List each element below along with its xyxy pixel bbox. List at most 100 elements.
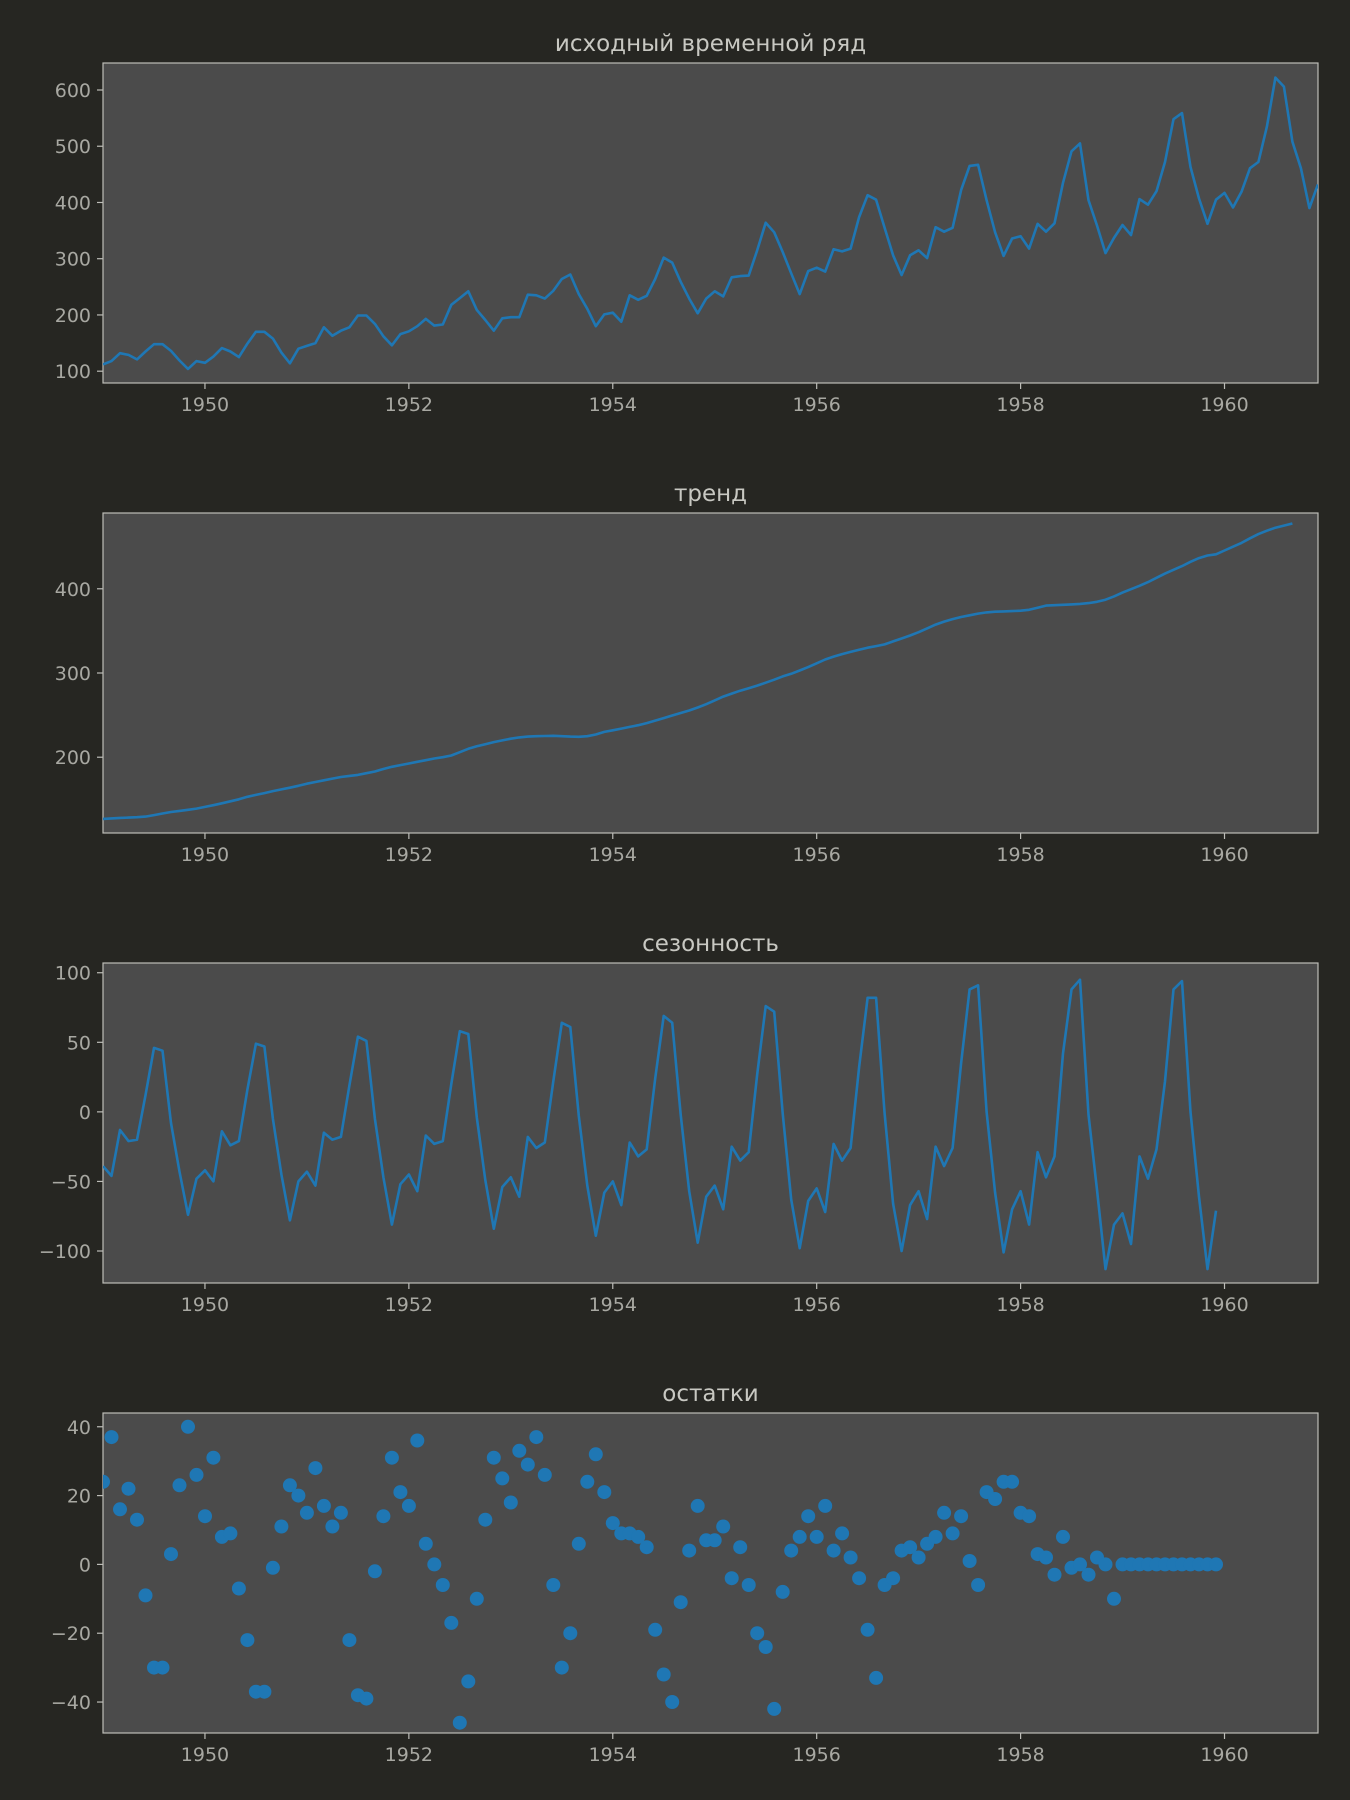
seasonal-panel: сезонность 1950 1952 1954 1956 1958 1960 100 50 0… [39, 931, 1319, 1316]
x-tick-label: 1958 [996, 394, 1044, 416]
residual-point [546, 1578, 561, 1592]
y-tick-label: 400 [55, 579, 91, 601]
residual-point [639, 1540, 654, 1555]
residual-point [1073, 1557, 1087, 1572]
y-tick-label: −20 [51, 1623, 91, 1645]
original-title: исходный временной ряд [555, 31, 866, 57]
residual-point [886, 1571, 901, 1586]
residual-point [486, 1450, 501, 1465]
residual-point [198, 1509, 212, 1524]
residual-point [461, 1674, 476, 1689]
residual-point [937, 1505, 952, 1520]
residual-point [1022, 1509, 1037, 1524]
residual-point [393, 1485, 408, 1500]
residual-point [1081, 1567, 1096, 1582]
x-tick-label: 1952 [385, 394, 433, 416]
residual-point [673, 1595, 688, 1610]
residual-point [860, 1622, 875, 1637]
x-tick-label: 1950 [181, 1744, 229, 1766]
residual-point [452, 1715, 467, 1730]
residual-point [308, 1461, 323, 1476]
residual-point [826, 1543, 841, 1558]
residual-point [189, 1467, 204, 1482]
residual-point [427, 1557, 442, 1572]
residual-point [563, 1626, 578, 1641]
y-tick-label: −50 [51, 1171, 91, 1193]
residual-point [1039, 1550, 1053, 1565]
y-tick-label: −40 [51, 1692, 91, 1714]
x-tick-label: 1958 [996, 1294, 1044, 1316]
x-tick-label: 1950 [181, 394, 229, 416]
residual-panel: остатки 1950 1952 1954 1956 1958 1960 40 20 0 −20 −… [51, 1381, 1319, 1766]
residual-point [580, 1474, 595, 1489]
residual-point [928, 1529, 943, 1544]
residual-point [801, 1509, 816, 1524]
residual-point [809, 1529, 824, 1544]
residual-point [537, 1467, 552, 1482]
seasonal-title: сезонность [642, 931, 779, 957]
x-tick-label: 1958 [996, 1744, 1044, 1766]
y-tick-label: 500 [55, 136, 91, 158]
x-tick-label: 1956 [793, 844, 841, 866]
residual-point [724, 1571, 739, 1586]
x-tick-label: 1954 [589, 1744, 637, 1766]
x-tick-label: 1956 [793, 394, 841, 416]
residual-point [418, 1536, 433, 1551]
residual-point [520, 1457, 535, 1472]
residual-point [767, 1701, 782, 1716]
residual-point [971, 1578, 986, 1592]
residual-point [333, 1505, 348, 1520]
residual-point [495, 1471, 510, 1486]
x-tick-label: 1956 [793, 1294, 841, 1316]
residual-point [1098, 1557, 1113, 1572]
y-tick-label: 0 [79, 1554, 91, 1576]
residual-point [410, 1433, 425, 1448]
residual-point [554, 1660, 569, 1675]
x-tick-label: 1956 [793, 1744, 841, 1766]
residual-point [682, 1543, 697, 1558]
residual-point [223, 1526, 238, 1541]
trend-plot-area [102, 512, 1319, 834]
residual-point [172, 1478, 187, 1493]
x-tick-label: 1954 [589, 394, 637, 416]
residual-point [1056, 1529, 1070, 1544]
residual-point [359, 1691, 374, 1706]
residual-point [588, 1447, 603, 1462]
residual-point [469, 1591, 484, 1606]
residual-point [130, 1512, 144, 1527]
trend-panel: тренд 1950 1952 1954 1956 1958 1960 200 300 400 [55, 481, 1319, 866]
residual-point [1209, 1557, 1223, 1572]
residual-point [571, 1536, 586, 1551]
x-tick-label: 1960 [1200, 1744, 1248, 1766]
x-tick-label: 1950 [181, 1294, 229, 1316]
residual-point [741, 1578, 756, 1592]
residual-point [240, 1633, 255, 1648]
y-tick-label: 100 [55, 361, 91, 383]
residual-point [716, 1519, 731, 1534]
residual-point [1107, 1591, 1121, 1606]
residual-point [282, 1478, 297, 1493]
residual-point [945, 1526, 960, 1541]
residual-plot-area [102, 1412, 1319, 1734]
residual-point [367, 1564, 382, 1579]
residual-point [631, 1529, 646, 1544]
residual-point [869, 1670, 884, 1685]
x-tick-label: 1952 [385, 844, 433, 866]
residual-point [690, 1498, 705, 1513]
y-tick-label: 400 [55, 192, 91, 214]
residual-point [758, 1640, 773, 1654]
residual-point [342, 1633, 357, 1648]
residual-point [274, 1519, 289, 1534]
residual-title: остатки [662, 1381, 758, 1407]
residual-point [529, 1430, 544, 1445]
residual-point [665, 1695, 680, 1709]
residual-point [605, 1516, 620, 1531]
y-tick-label: 0 [79, 1102, 91, 1124]
residual-point [988, 1492, 1003, 1506]
y-tick-label: 50 [67, 1032, 91, 1054]
residual-point [784, 1543, 799, 1558]
x-tick-label: 1960 [1200, 394, 1248, 416]
y-tick-label: 600 [55, 80, 91, 102]
y-tick-label: 200 [55, 305, 91, 327]
